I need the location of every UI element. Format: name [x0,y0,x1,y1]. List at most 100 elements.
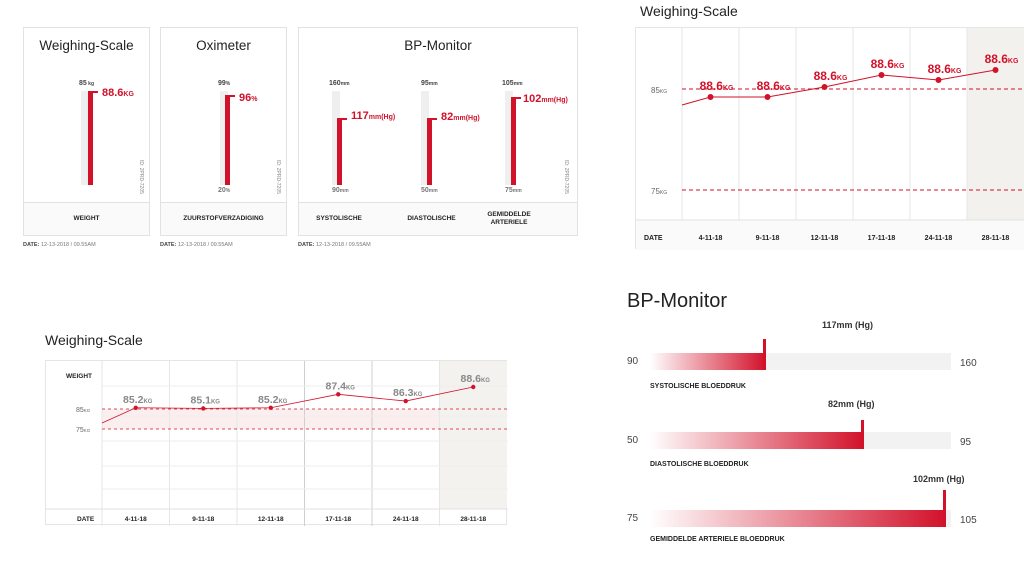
bp-bar-label: GEMIDDELDE ARTERIELE BLOEDDRUK [650,536,785,543]
oximeter-bar-cap [225,95,235,97]
diastolic-bar-cap [427,118,437,120]
mean-arterial-min-label: 75mm [505,187,522,194]
x-tick-label: 4-11-18 [699,235,723,242]
data-point [268,405,273,410]
weight-chart-2: WEIGHT 85KG 75KG DATE 4-11-18 9-11-18 12-11-18… [45,360,508,526]
x-tick-label: 28-11-18 [460,516,486,523]
weight-foot-label: WEIGHT [73,215,100,222]
mean-arterial-max-label: 105mm [502,80,523,87]
bp-bar-value: 102mm (Hg) [913,474,965,484]
oximeter-bar-fill [225,95,230,185]
mean-arterial-bar-fill [511,97,516,185]
weight-chart-1-title: Weighing-Scale [640,3,738,19]
diastolic-foot-label: DIASTOLISCHE [407,215,456,222]
data-label: 88.6KG [757,79,791,93]
x-tick-label: 9-11-18 [756,235,780,242]
reference-label: 85KG [76,407,91,414]
systolic-max-label: 160mm [329,80,350,87]
data-label: 85.2KG [123,394,153,406]
data-label: 88.6KG [871,57,905,71]
oximeter-value: 96% [239,92,258,104]
bp-bar-max: 160 [960,358,977,369]
x-tick-label: 12-11-18 [258,516,284,523]
oximeter-card[interactable]: Oximeter 99% 96% 20% ID: 2PRD-7205 ZUURS… [160,27,287,236]
systolic-value: 117mm(Hg) [351,110,396,122]
oximeter-min-label: 20% [218,187,231,194]
reference-label: 85KG [651,86,667,95]
x-tick-label: 24-11-18 [393,516,419,523]
oximeter-device-id: ID: 2PRD-7205 [275,160,281,194]
systolic-bar-cap [337,118,347,120]
x-tick-label: 28-11-18 [982,235,1010,242]
data-point [764,94,771,100]
diastolic-bar-track [421,91,429,185]
x-tick-label: 9-11-18 [192,516,214,523]
highlight-column [967,28,1024,220]
oximeter-card-title: Oximeter [196,38,251,53]
bp-bar-min: 90 [627,356,639,367]
x-tick-label: 17-11-18 [325,516,351,523]
bp-bar-label: SYSTOLISCHE BLOEDDRUK [650,383,746,390]
weight-bar-fill [88,91,93,185]
bp-bar-marker [943,490,946,527]
data-point [133,405,138,410]
bp-device-id: ID: 2PRD-7205 [563,160,569,194]
weight-value: 88.6KG [102,87,134,99]
mean-arterial-bar-track [505,91,513,185]
oximeter-date: DATE: 12-13-2018 / 09.55AM [160,242,233,248]
diastolic-max-label: 95mm [421,80,438,87]
bp-card-footer: SYSTOLISCHE DIASTOLISCHE GEMIDDELDE ARTE… [299,202,577,235]
weight-card-title: Weighing-Scale [39,38,134,53]
weight-chart-2-svg: WEIGHT 85KG 75KG DATE 4-11-18 9-11-18 12-11-18… [46,361,508,526]
data-label: 88.6KG [700,79,734,93]
bp-bar-fill [650,510,946,527]
bp-bar-marker [861,420,864,449]
systolic-bar-track [332,91,340,185]
data-point [935,77,942,83]
oximeter-foot-label: ZUURSTOFVERZADIGING [183,215,264,222]
date-row-bg [636,220,1024,250]
data-point [201,406,206,411]
y-axis-label: WEIGHT [66,373,92,380]
mean-arterial-bar-cap [511,97,521,99]
bp-bar-min: 75 [627,513,639,524]
weight-max-label: 85 kg [79,80,95,87]
diastolic-bar-fill [427,118,432,185]
oximeter-bar-track [220,91,228,185]
data-point [992,67,999,73]
bp-bar-marker [763,339,766,370]
systolic-bar-fill [337,118,342,185]
oximeter-card-footer: ZUURSTOFVERZADIGING [161,202,286,235]
x-axis-label: DATE [77,516,95,523]
weight-card-footer: WEIGHT [24,202,149,235]
weight-chart-2-title: Weighing-Scale [45,332,143,348]
systolic-foot-label: SYSTOLISCHE [316,215,362,222]
mean-arterial-foot-label: GEMIDDELDE ARTERIELE [487,211,531,226]
bp-bar-value: 82mm (Hg) [828,399,875,409]
bp-bar-label: DIASTOLISCHE BLOEDDRUK [650,461,749,468]
weight-card[interactable]: Weighing-Scale 85 kg 88.6KG ID: 2PRD-720… [23,27,150,236]
x-tick-label: 24-11-18 [925,235,953,242]
bp-bar-min: 50 [627,435,639,446]
data-label: 86.3KG [393,387,423,399]
data-label: 87.4KG [326,380,356,392]
weight-chart-1-svg: 85KG 75KG DATE 4-11-18 9-11-18 12-11-18 17-11-… [636,28,1024,250]
reference-label: 75KG [76,427,91,434]
systolic-min-label: 90mm [332,187,349,194]
bp-chart-title: BP-Monitor [627,290,728,312]
bp-bar-max: 105 [960,515,977,526]
bp-bar-max: 95 [960,437,972,448]
bp-bar-fill [650,353,766,370]
oximeter-max-label: 99% [218,80,231,87]
bp-card[interactable]: BP-Monitor 160mm 117mm(Hg) 90mm 95mm 82m… [298,27,578,236]
x-tick-label: 12-11-18 [811,235,839,242]
diastolic-value: 82mm(Hg) [441,111,480,123]
x-tick-label: 17-11-18 [868,235,896,242]
reference-label: 75KG [651,187,667,196]
diastolic-min-label: 50mm [421,187,438,194]
data-point [403,398,408,404]
weight-chart-1: 85KG 75KG DATE 4-11-18 9-11-18 12-11-18 17-11-… [635,27,1024,250]
data-point [821,84,828,90]
data-label: 88.6KG [814,69,848,83]
weight-date: DATE: 12-13-2018 / 09.55AM [23,242,96,248]
